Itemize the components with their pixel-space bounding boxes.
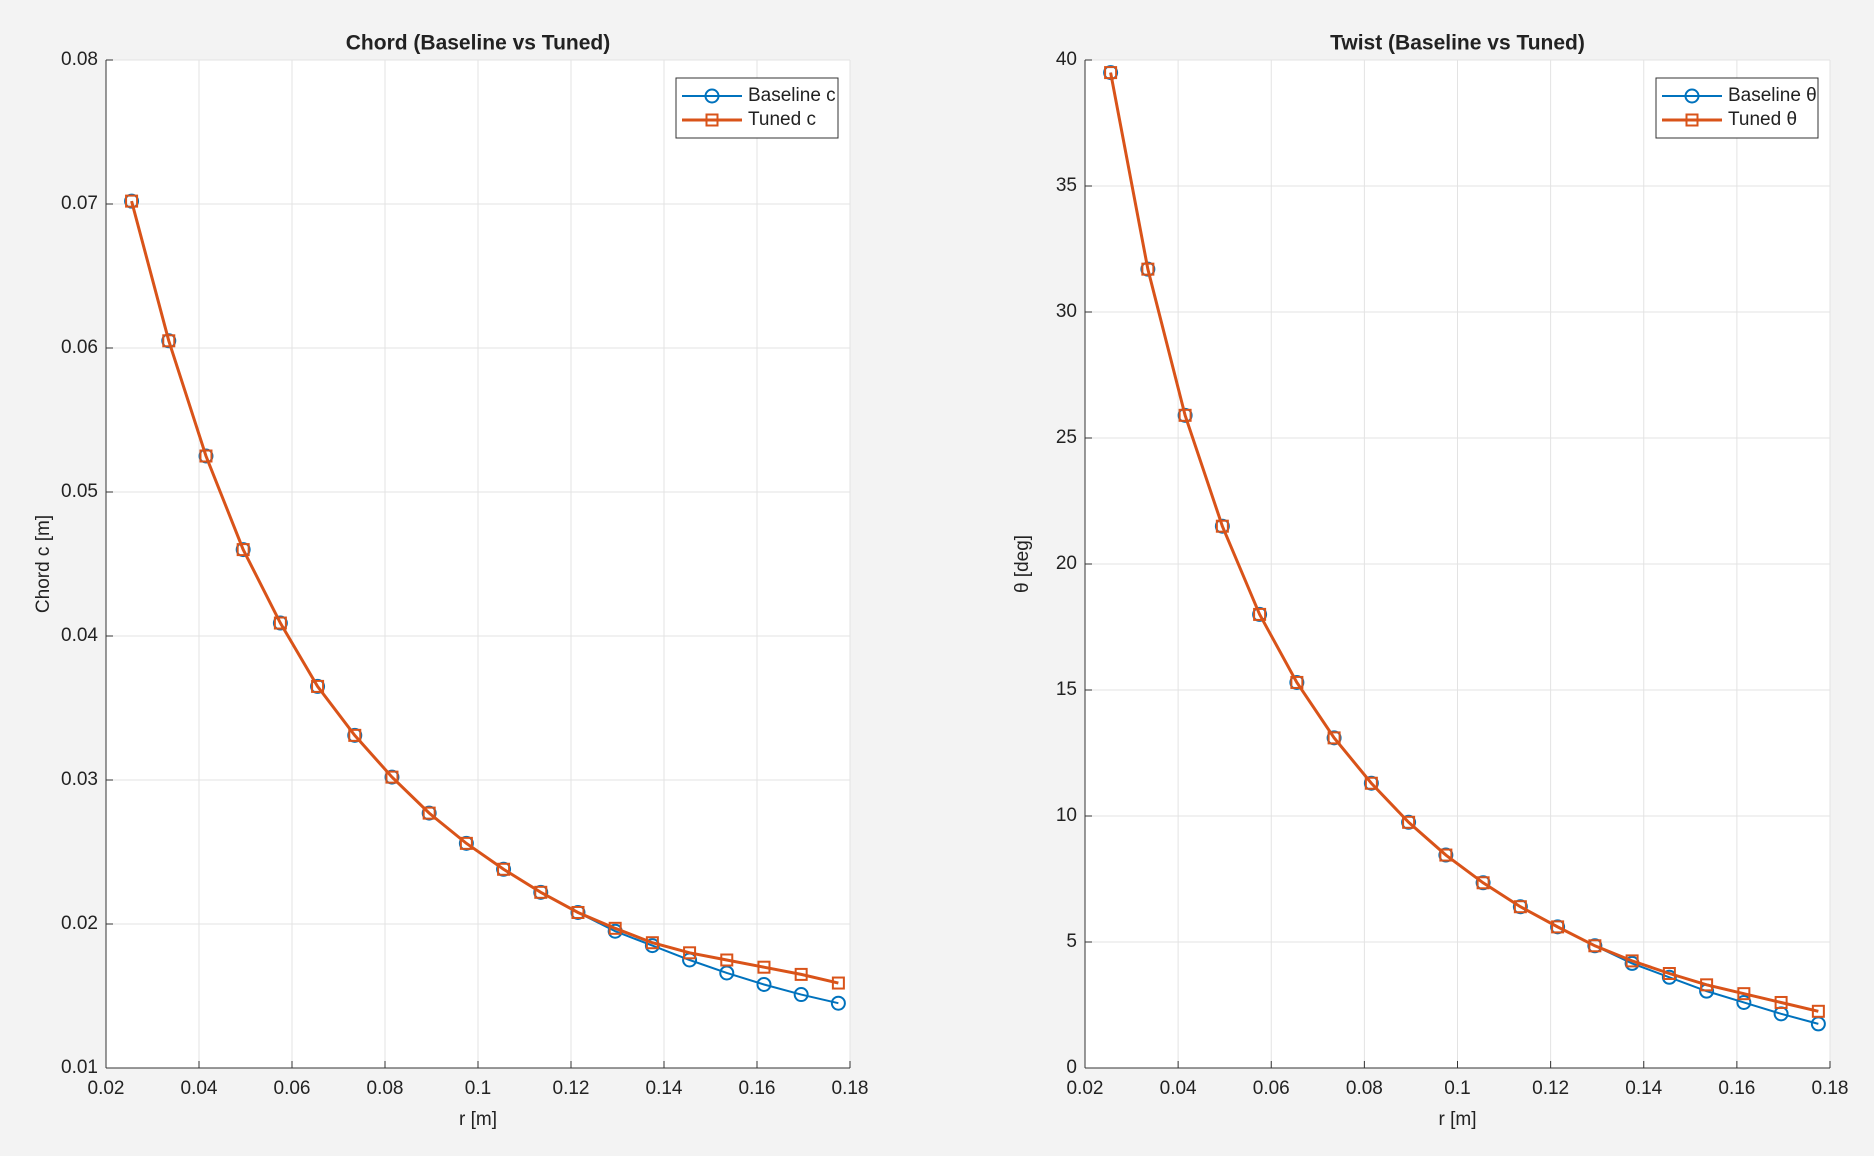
x-tick-label: 0.1	[465, 1078, 491, 1099]
legend-marker	[704, 88, 720, 104]
y-tick-label: 30	[1056, 301, 1077, 322]
marker	[459, 836, 473, 850]
legend-box	[675, 77, 839, 139]
marker	[385, 770, 399, 784]
marker	[1737, 987, 1751, 1001]
x-tick-label: 0.18	[1812, 1078, 1849, 1099]
legend-marker	[1684, 88, 1700, 104]
x-tick-label: 0.12	[1532, 1078, 1569, 1099]
marker	[1476, 876, 1490, 890]
y-tick-label: 0.05	[61, 481, 98, 502]
marker	[1736, 994, 1752, 1010]
x-axis-label: r [m]	[459, 1109, 497, 1130]
marker	[1774, 995, 1788, 1009]
x-tick-label: 0.06	[274, 1078, 311, 1099]
marker	[1588, 939, 1602, 953]
marker	[273, 616, 287, 630]
marker	[1439, 848, 1453, 862]
x-tick-label: 0.14	[646, 1078, 683, 1099]
x-tick-label: 0.12	[553, 1078, 590, 1099]
marker	[720, 953, 734, 967]
marker	[1700, 978, 1714, 992]
y-tick-label: 10	[1056, 805, 1077, 826]
marker	[348, 728, 362, 742]
marker	[199, 449, 213, 463]
y-tick-label: 0.03	[61, 769, 98, 790]
marker	[1327, 731, 1341, 745]
marker	[1104, 66, 1118, 80]
chart-title: Chord (Baseline vs Tuned)	[346, 32, 610, 55]
marker	[756, 976, 772, 992]
x-tick-label: 0.02	[88, 1078, 125, 1099]
marker	[793, 987, 809, 1003]
marker	[831, 976, 845, 990]
y-tick-label: 15	[1056, 679, 1077, 700]
y-tick-label: 0.08	[61, 49, 98, 70]
marker	[1253, 607, 1267, 621]
chart-title: Twist (Baseline vs Tuned)	[1330, 32, 1585, 55]
marker	[830, 995, 846, 1011]
marker	[608, 921, 622, 935]
legend-box	[1655, 77, 1819, 139]
y-tick-label: 0.06	[61, 337, 98, 358]
x-tick-label: 0.14	[1625, 1078, 1662, 1099]
y-tick-label: 35	[1056, 175, 1077, 196]
marker	[497, 862, 511, 876]
marker	[1811, 1004, 1825, 1018]
marker	[571, 905, 585, 919]
legend-label: Baseline θ	[1728, 85, 1817, 106]
marker	[683, 946, 697, 960]
y-tick-label: 5	[1066, 931, 1077, 952]
x-tick-label: 0.04	[181, 1078, 218, 1099]
marker	[1625, 954, 1639, 968]
marker	[162, 334, 176, 348]
y-tick-label: 0.07	[61, 193, 98, 214]
marker	[1364, 776, 1378, 790]
y-tick-label: 0.04	[61, 625, 98, 646]
x-tick-label: 0.04	[1160, 1078, 1197, 1099]
marker	[422, 806, 436, 820]
x-tick-label: 0.18	[832, 1078, 869, 1099]
y-tick-label: 0.02	[61, 913, 98, 934]
marker	[1513, 900, 1527, 914]
x-tick-label: 0.16	[739, 1078, 776, 1099]
marker	[1215, 519, 1229, 533]
marker	[1402, 815, 1416, 829]
marker	[645, 936, 659, 950]
x-tick-label: 0.02	[1067, 1078, 1104, 1099]
marker	[794, 967, 808, 981]
marker	[534, 885, 548, 899]
marker	[1551, 920, 1565, 934]
marker	[1662, 967, 1676, 980]
y-tick-label: 20	[1056, 553, 1077, 574]
x-tick-label: 0.08	[367, 1078, 404, 1099]
y-tick-label: 0.01	[61, 1057, 98, 1078]
x-tick-label: 0.06	[1253, 1078, 1290, 1099]
y-tick-label: 40	[1056, 49, 1077, 70]
legend-marker	[705, 113, 719, 127]
x-tick-label: 0.1	[1444, 1078, 1470, 1099]
x-tick-label: 0.16	[1718, 1078, 1755, 1099]
y-axis-label: θ [deg]	[1012, 535, 1033, 593]
marker	[757, 960, 771, 974]
x-tick-label: 0.08	[1346, 1078, 1383, 1099]
y-tick-label: 25	[1056, 427, 1077, 448]
marker	[1178, 408, 1192, 422]
x-axis-label: r [m]	[1439, 1109, 1477, 1130]
legend-label: Tuned θ	[1728, 109, 1797, 130]
marker	[236, 543, 250, 557]
y-tick-label: 0	[1066, 1057, 1077, 1078]
marker	[1290, 675, 1304, 689]
marker	[311, 679, 325, 693]
legend-label: Baseline c	[748, 85, 836, 106]
marker	[1141, 262, 1155, 276]
marker	[125, 194, 139, 208]
legend-marker	[1685, 113, 1699, 127]
legend-label: Tuned c	[748, 109, 816, 130]
y-axis-label: Chord c [m]	[33, 515, 54, 613]
